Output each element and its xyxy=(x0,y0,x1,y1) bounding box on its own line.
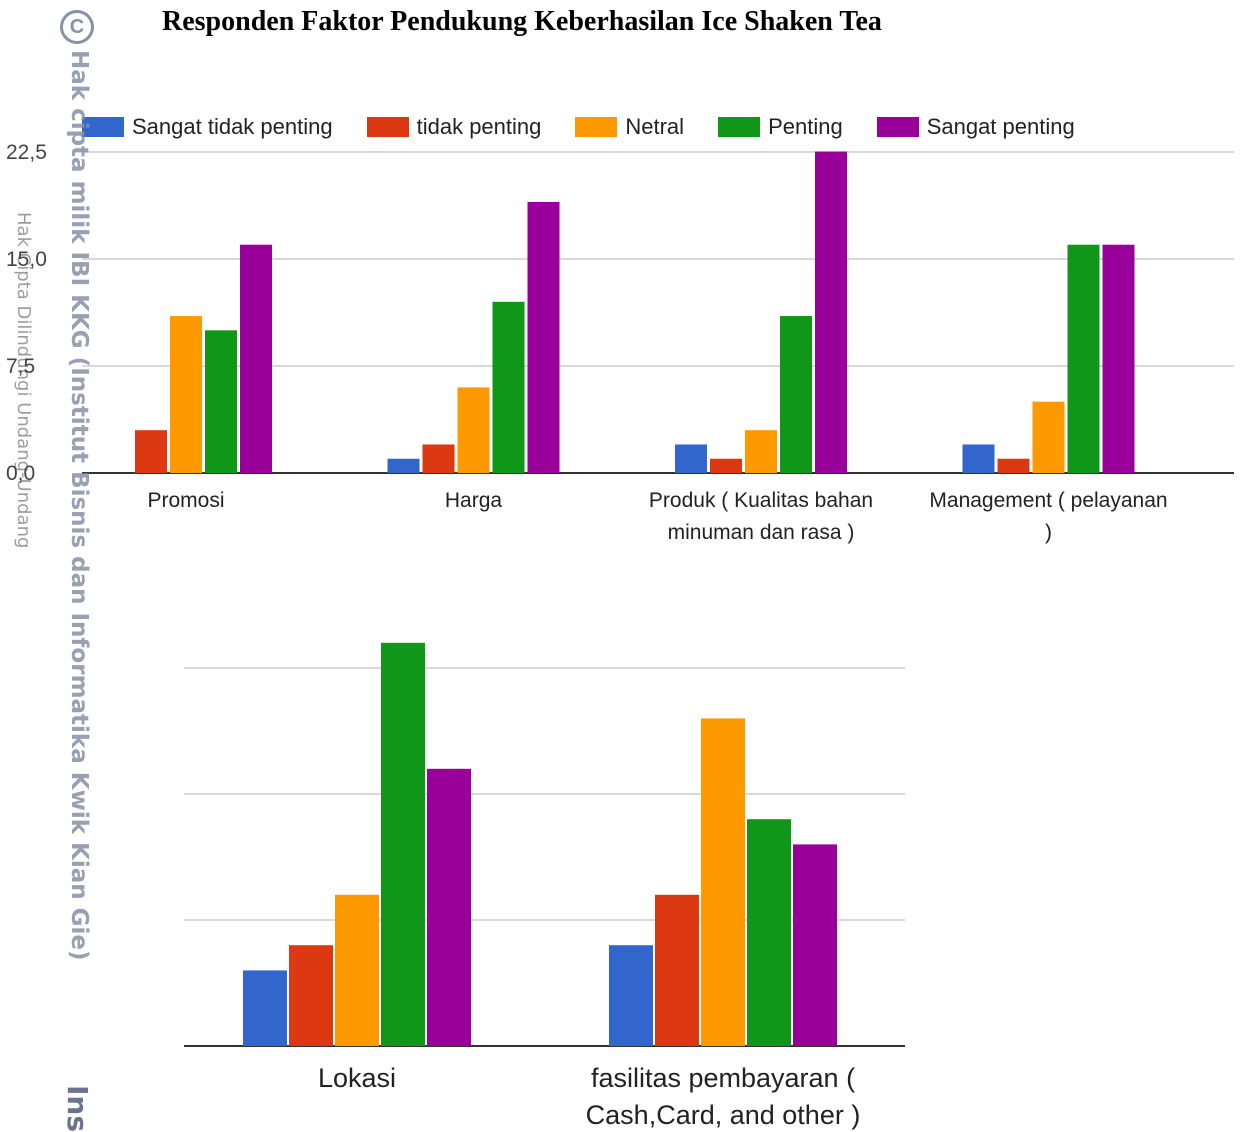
legend-label: tidak penting xyxy=(416,114,542,139)
bar-netral-management-pelayanan xyxy=(1032,401,1065,473)
legend-item-penting: Penting xyxy=(718,114,843,140)
bar-sangat-penting-harga xyxy=(527,201,560,473)
legend-item-sangat-tidak-penting: Sangat tidak penting xyxy=(82,114,333,140)
x-category-label: Promosi xyxy=(147,489,224,512)
bar-netral-harga xyxy=(457,387,490,473)
y-tick-label: 0,0 xyxy=(6,462,35,485)
bar-sangat-penting-lokasi xyxy=(427,768,471,1046)
bar-tidak-penting-promosi xyxy=(135,430,167,473)
legend-label: Sangat tidak penting xyxy=(132,114,333,139)
bar-penting-promosi xyxy=(205,330,237,473)
bar-penting-fasilitas-pembayaran-cash-card-and-other xyxy=(747,819,791,1046)
bar-tidak-penting-lokasi xyxy=(289,945,333,1046)
legend-label: Penting xyxy=(768,114,843,139)
bar-sangat-penting-management-pelayanan xyxy=(1102,244,1135,473)
watermark-text-fragment: Ins xyxy=(61,1085,94,1132)
chart-top: 0,0 7,5 15,0 22,5 Promosi Harga Produk ( Kuali… xyxy=(6,141,1234,544)
y-tick-label: 22,5 xyxy=(6,141,47,164)
x-category-label: Management ( pelayanan xyxy=(929,489,1167,512)
bar-penting-produk-kualitas-bahan-minuman-dan-rasa xyxy=(780,316,812,473)
chart-title: Responden Faktor Pendukung Keberhasilan … xyxy=(162,6,882,37)
bar-tidak-penting-fasilitas-pembayaran-cash-card-and-other xyxy=(655,894,699,1046)
bar-netral-promosi xyxy=(170,316,202,473)
legend-swatch xyxy=(575,117,618,137)
legend-item-netral: Netral xyxy=(575,114,684,140)
bar-tidak-penting-harga xyxy=(422,444,455,473)
legend-label: Sangat penting xyxy=(926,114,1075,139)
bar-sangat-penting-produk-kualitas-bahan-minuman-dan-rasa xyxy=(815,151,847,473)
legend-item-sangat-penting: Sangat penting xyxy=(876,114,1075,140)
bar-sangat-tidak-penting-produk-kualitas-bahan-minuman-dan-rasa xyxy=(675,444,707,473)
chart-legend: Sangat tidak penting tidak penting Netral P… xyxy=(82,112,1109,142)
bar-netral-fasilitas-pembayaran-cash-card-and-other xyxy=(701,718,745,1046)
x-category-label: minuman dan rasa ) xyxy=(668,521,855,544)
x-category-label: fasilitas pembayaran ( xyxy=(591,1063,855,1093)
bar-tidak-penting-management-pelayanan xyxy=(997,458,1030,473)
x-category-label: Harga xyxy=(445,489,503,512)
watermark-text-primary: Hak cipta milik IBI KKG (Institut Bisnis… xyxy=(66,50,92,961)
bar-sangat-tidak-penting-harga xyxy=(387,458,420,473)
y-tick-label: 7,5 xyxy=(6,355,35,378)
bar-sangat-tidak-penting-management-pelayanan xyxy=(962,444,995,473)
legend-label: Netral xyxy=(625,114,685,139)
bar-tidak-penting-produk-kualitas-bahan-minuman-dan-rasa xyxy=(710,458,742,473)
x-category-label: Lokasi xyxy=(318,1063,396,1093)
bar-penting-management-pelayanan xyxy=(1067,244,1100,473)
x-category-label: Cash,Card, and other ) xyxy=(586,1100,861,1130)
bar-penting-lokasi xyxy=(381,642,425,1046)
legend-swatch xyxy=(876,117,919,137)
bar-sangat-penting-promosi xyxy=(240,244,272,473)
legend-item-tidak-penting: tidak penting xyxy=(366,114,542,140)
x-category-label: ) xyxy=(1045,521,1052,544)
bar-penting-harga xyxy=(492,301,525,473)
bar-sangat-tidak-penting-lokasi xyxy=(243,970,287,1046)
legend-swatch xyxy=(366,117,409,137)
bar-netral-lokasi xyxy=(335,894,379,1046)
bar-sangat-penting-fasilitas-pembayaran-cash-card-and-other xyxy=(793,844,837,1046)
legend-swatch xyxy=(718,117,761,137)
legend-swatch xyxy=(82,117,124,137)
bar-netral-produk-kualitas-bahan-minuman-dan-rasa xyxy=(745,430,777,473)
y-tick-label: 15,0 xyxy=(6,248,47,271)
x-category-label: Produk ( Kualitas bahan xyxy=(649,489,873,512)
bar-sangat-tidak-penting-fasilitas-pembayaran-cash-card-and-other xyxy=(609,945,653,1046)
copyright-icon: C xyxy=(60,10,94,44)
